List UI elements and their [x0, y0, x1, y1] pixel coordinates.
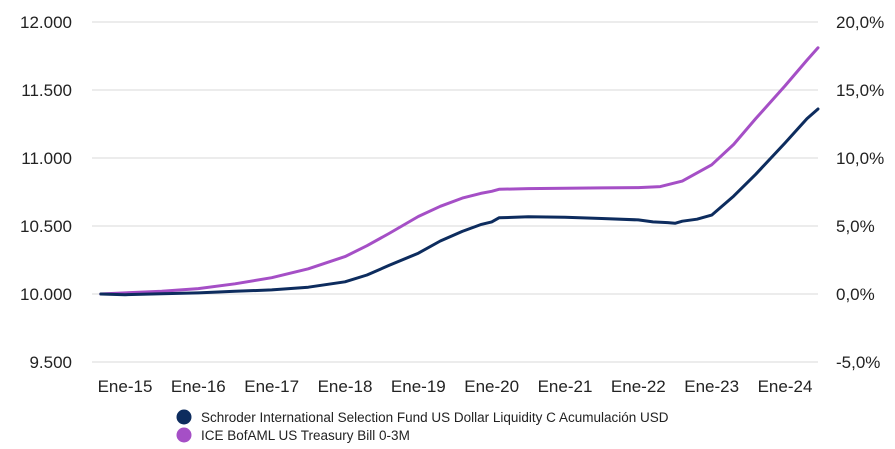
x-tick-label: Ene-20 [464, 377, 519, 396]
x-tick-label: Ene-21 [538, 377, 593, 396]
series-line-1 [99, 46, 820, 296]
y2-tick-label: -5,0% [836, 353, 880, 372]
x-tick-label: Ene-17 [244, 377, 299, 396]
gridlines [92, 21, 818, 363]
x-tick-label: Ene-23 [684, 377, 739, 396]
x-tick-label: Ene-16 [171, 377, 226, 396]
y2-tick-label: 10,0% [836, 149, 884, 168]
x-tick-label: Ene-22 [611, 377, 666, 396]
x-tick-label: Ene-15 [98, 377, 153, 396]
y-tick-label: 10.000 [20, 285, 72, 304]
x-tick-label: Ene-24 [758, 377, 813, 396]
legend-marker [176, 427, 192, 443]
series-lines [99, 46, 820, 297]
series-line-0 [99, 107, 820, 297]
legend-label: Schroder International Selection Fund US… [201, 410, 669, 425]
x-tick-label: Ene-19 [391, 377, 446, 396]
legend: Schroder International Selection Fund US… [176, 409, 669, 443]
y-axis-left: 12.000 11.500 11.000 10.500 10.000 9.500 [20, 13, 72, 372]
y-tick-label: 11.500 [21, 81, 72, 100]
y-axis-right: 20,0% 15,0% 10,0% 5,0% 0,0% -5,0% [836, 13, 884, 372]
y2-tick-label: 5,0% [836, 217, 875, 236]
y-tick-label: 10.500 [20, 217, 72, 236]
y-tick-label: 9.500 [29, 353, 72, 372]
x-tick-label: Ene-18 [318, 377, 373, 396]
y-tick-label: 12.000 [20, 13, 72, 32]
y2-tick-label: 0,0% [836, 285, 875, 304]
y2-tick-label: 20,0% [836, 13, 884, 32]
legend-marker [176, 409, 192, 425]
x-axis: Ene-15 Ene-16 Ene-17 Ene-18 Ene-19 Ene-20 Ene-… [98, 377, 813, 396]
y2-tick-label: 15,0% [836, 81, 884, 100]
y-tick-label: 11.000 [21, 149, 72, 168]
legend-label: ICE BofAML US Treasury Bill 0-3M [201, 428, 410, 443]
